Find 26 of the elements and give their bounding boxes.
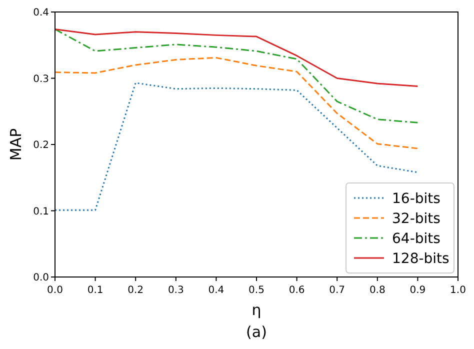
y-tick-label: 0.3 (33, 74, 49, 85)
legend-label: 128-bits (392, 251, 450, 267)
x-tick-label: 0.3 (168, 285, 184, 296)
x-tick-label: 0.4 (208, 285, 224, 296)
line-series (54, 28, 418, 124)
x-tick-label: 0.5 (248, 285, 264, 296)
x-axis-title: η (252, 301, 262, 319)
y-axis-title: MAP (7, 128, 25, 161)
y-tick-label: 0.2 (33, 140, 49, 151)
line-series (54, 28, 418, 87)
x-tick-label: 0.7 (329, 285, 346, 296)
legend-label: 64-bits (392, 231, 440, 247)
y-tick-label: 0.0 (33, 272, 49, 284)
legend-label: 16-bits (392, 191, 440, 207)
x-tick-label: 0.6 (288, 285, 305, 296)
line-series (54, 56, 418, 150)
x-tick-label: 0.1 (87, 285, 104, 296)
legend-label: 32-bits (392, 211, 440, 227)
text: (a) (246, 323, 267, 341)
x-tick-label: 0.0 (47, 285, 63, 296)
x-tick-label: 1.0 (450, 285, 466, 296)
y-tick-label: 0.1 (33, 206, 49, 218)
x-tick-label: 0.8 (369, 285, 386, 296)
x-tick-label: 0.2 (128, 285, 144, 296)
y-tick-label: 0.4 (33, 8, 49, 18)
x-tick-label: 0.9 (410, 285, 426, 296)
